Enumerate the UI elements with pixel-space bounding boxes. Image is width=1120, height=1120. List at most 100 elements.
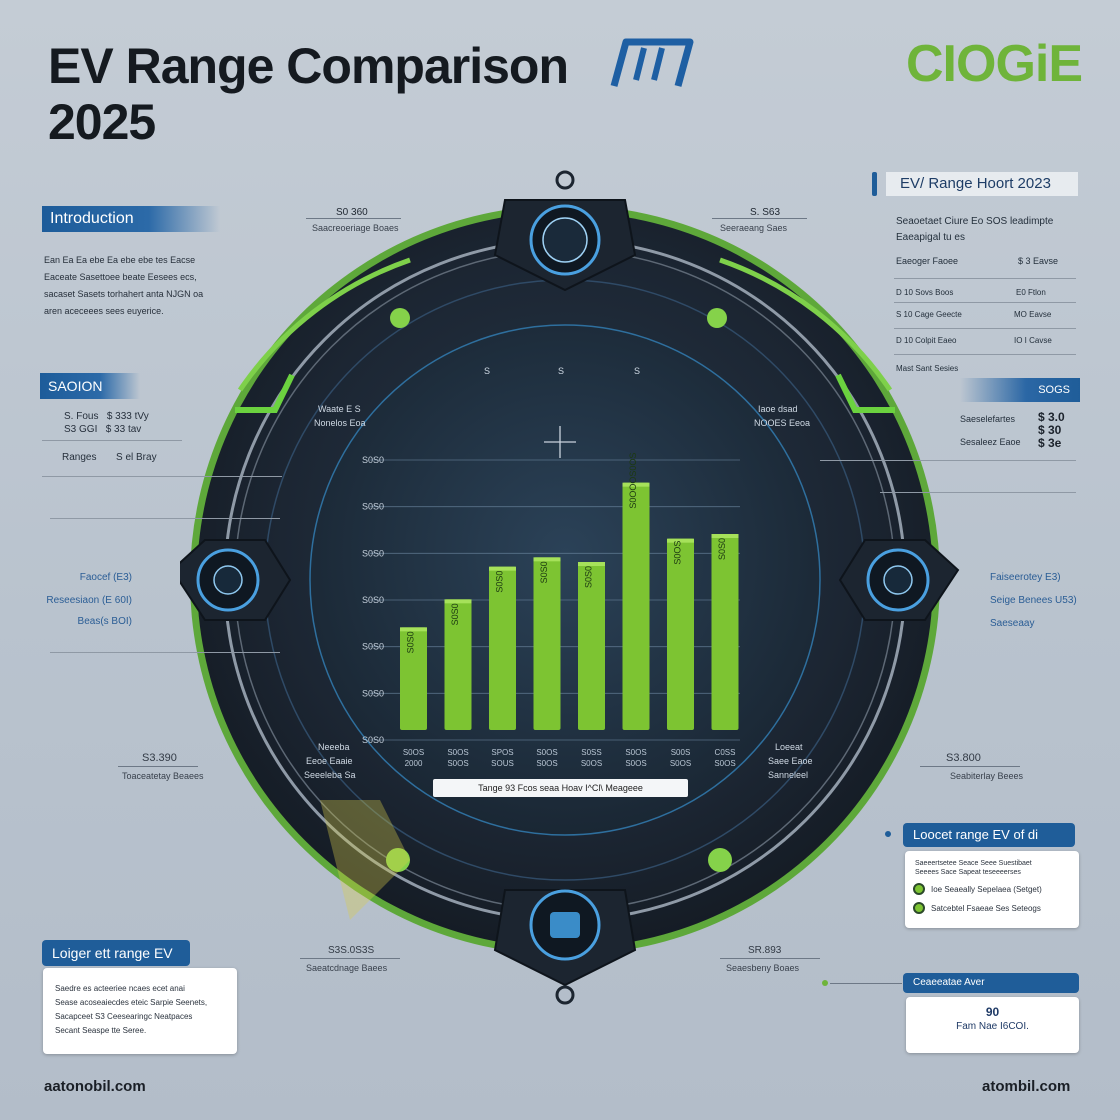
leader-line xyxy=(118,766,198,767)
leader-line xyxy=(712,218,807,219)
bar xyxy=(533,557,561,730)
bar-label: S0S0 xyxy=(406,631,416,653)
inner-low-right: Saee Eaoe xyxy=(768,756,813,766)
section-rows: S. Fous $ 333 tVy S3 GGI $ 33 tav xyxy=(64,410,149,436)
table-row-value: E0 Ftlon xyxy=(1016,288,1046,297)
report-text: Seaoetaet Ciure Eo SOS leadimpte Eaeapig… xyxy=(896,214,1053,246)
contact-tag: Ceaeeatae Aver xyxy=(903,973,1079,993)
x-tick-label: S0OS xyxy=(581,759,602,768)
yellow-glow xyxy=(320,800,410,920)
green-bracket-left xyxy=(235,373,295,413)
gauge-bottom-right-value: SR.893 xyxy=(748,945,782,956)
brand-mark-icon xyxy=(610,38,694,87)
y-tick-label: S0S0 xyxy=(362,735,384,745)
x-tick-label: S0OS xyxy=(403,748,424,757)
right-bottom-caption: Seabiterlay Beees xyxy=(950,771,1024,781)
spec-tag: SOGS xyxy=(960,378,1080,402)
gauge-top-right-value: S. S63 xyxy=(750,207,781,218)
accent-bar xyxy=(872,172,877,196)
y-tick-label: S0S0 xyxy=(362,548,384,558)
gauge-top-right-caption: Seeraeang Saes xyxy=(720,223,788,233)
gauge-top-left-caption: Saacreoeriage Boaes xyxy=(312,223,399,233)
bar-highlight xyxy=(622,482,650,487)
intro-line: Ean Ea Ea ebe Ea ebe ebe tes Eacse xyxy=(44,255,196,265)
x-tick-label: C0SS xyxy=(715,748,736,757)
inner-low-left: Eeoe Eaaie xyxy=(306,756,353,766)
divider xyxy=(894,328,1076,329)
bar-label: S0S0 xyxy=(495,571,505,593)
longest-line: Sacapceet S3 Ceesearingc Neatpaces xyxy=(55,1012,193,1021)
divider xyxy=(820,460,1076,461)
y-tick-label: S0S0 xyxy=(362,455,384,465)
x-tick-label: S0OS xyxy=(625,748,646,757)
lowest-item: Ioe Seaeally Sepelaea (Setget) xyxy=(913,883,1042,895)
bar-highlight xyxy=(711,534,739,538)
longest-range-card: Saedre es acteeriee ncaes ecet anai Seas… xyxy=(43,968,237,1054)
inner-top-label: S xyxy=(484,366,491,376)
indicator-light xyxy=(708,848,732,872)
page-title: EV Range Comparison 2025 xyxy=(48,38,608,150)
gauge-bottom-right-caption: Seaesbeny Boaes xyxy=(726,963,800,973)
intro-line: aren aceceees sees euyerice. xyxy=(44,306,164,316)
x-tick-label: S0OS xyxy=(447,759,468,768)
indicator-light xyxy=(390,308,410,328)
x-tick-label: S0SS xyxy=(581,748,601,757)
table-row-value: MO Eavse xyxy=(1014,310,1052,319)
x-tick-label: S0OS xyxy=(536,748,557,757)
longest-line: Saedre es acteeriee ncaes ecet anai xyxy=(55,984,185,993)
bullet-dot xyxy=(822,980,828,986)
bar-label: S0OOOS0OS xyxy=(628,453,638,509)
bottom-knob xyxy=(493,889,637,1005)
y-tick-label: S0S0 xyxy=(362,502,384,512)
divider xyxy=(894,278,1076,279)
table-row-label: D 10 Colpit Eaeo xyxy=(896,336,957,345)
lowest-line: Saeeertsetee Seace Seee Suestibaet xyxy=(915,860,1032,867)
inner-low-left: Neeeba xyxy=(318,742,350,752)
longest-line: Secant Seaspe tte Seree. xyxy=(55,1026,147,1035)
right-side-item: Saeseaay xyxy=(990,618,1035,629)
chart-caption: Tange 93 Fcos seaa Hoav I^Cl\ Meageee xyxy=(433,779,688,797)
bar-highlight xyxy=(667,538,694,543)
lowest-line: Seeees Sace Sapeat teseeeerses xyxy=(915,869,1021,876)
lowest-range-card: Saeeertsetee Seace Seee Suestibaet Seeee… xyxy=(905,851,1079,928)
range-bar-chart: S0S0 S0S0 S0S0 S0S0 S0S0 S0S0 S0S0 S0S0 S0OS 2000… xyxy=(362,453,740,768)
divider xyxy=(894,354,1076,355)
divider xyxy=(42,440,182,441)
longest-range-tag: Loiger ett range EV xyxy=(42,940,190,966)
title-line-2: 2025 xyxy=(48,94,156,150)
table-footer: Mast Sant Sesies xyxy=(896,364,959,373)
x-tick-label: S0OS xyxy=(714,759,735,768)
crosshair-icon xyxy=(544,426,576,458)
bar-highlight xyxy=(578,562,605,566)
footer-right-url[interactable]: atombil.com xyxy=(982,1078,1071,1095)
contact-line-2: Fam Nae I6COI. xyxy=(956,1021,1029,1032)
spec-label: Saeselefartes xyxy=(960,414,1016,424)
gauge-bottom-left-caption: Saeatcdnage Baees xyxy=(306,963,388,973)
footer-left-url[interactable]: aatonobil.com xyxy=(44,1078,146,1095)
green-dot-icon xyxy=(913,902,925,914)
brand-logo: CIOGiE xyxy=(906,35,1083,93)
y-tick-label: S0S0 xyxy=(362,642,384,652)
right-knob xyxy=(838,539,960,621)
x-tick-label: S0OS xyxy=(625,759,646,768)
bar xyxy=(400,627,427,730)
contact-line-1: 90 xyxy=(985,1005,1000,1019)
bar-label: S0S0 xyxy=(717,538,727,560)
left-side-item: Beas(s BOI) xyxy=(77,616,132,627)
green-arc-left xyxy=(237,257,411,392)
report-tag: EV/ Range Hoort 2023 xyxy=(886,172,1078,196)
section-row: S3 GGI $ 33 tav xyxy=(64,424,142,435)
section-row: S. Fous $ 333 tVy xyxy=(64,411,149,422)
top-knob xyxy=(493,170,637,292)
left-side-item: Faocef (E3) xyxy=(79,572,132,583)
indicator-light xyxy=(707,308,727,328)
right-side-item: Seige Benees U53) xyxy=(990,595,1077,606)
x-tick-label: 2000 xyxy=(405,759,423,768)
bar-highlight xyxy=(400,627,427,632)
report-line: Seaoetaet Ciure Eo SOS leadimpte xyxy=(896,216,1054,227)
intro-line: sacaset Sasets torhahert anta NJGN oa xyxy=(44,289,204,299)
gauge-bottom-left-value: S3S.0S3S xyxy=(328,945,375,956)
x-tick-label: S0OS xyxy=(536,759,557,768)
bullet-dot xyxy=(885,831,891,837)
inner-top-label: S xyxy=(558,366,565,376)
